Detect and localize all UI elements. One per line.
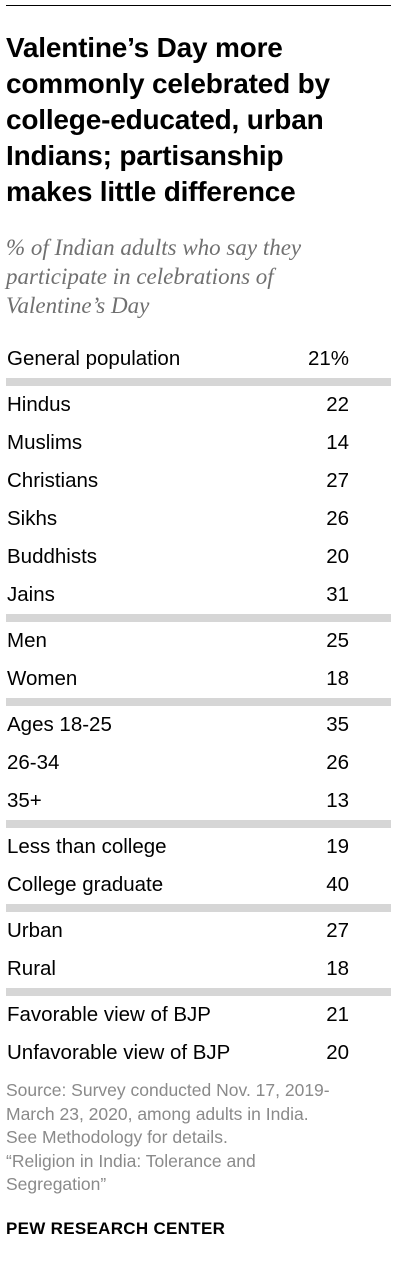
row-group: Men 25 Women 18 (6, 622, 391, 698)
table-row: General population 21% (6, 340, 391, 378)
row-label: 35+ (7, 789, 42, 812)
row-value: 19 (326, 835, 349, 858)
chart-title: Valentine’s Day more commonly celebrated… (6, 32, 330, 207)
table-row: Jains 31 (6, 576, 391, 614)
table-row: Buddhists 20 (6, 538, 391, 576)
row-label: Unfavorable view of BJP (7, 1041, 231, 1064)
row-group: Ages 18-25 35 26-34 26 35+ 13 (6, 706, 391, 820)
row-label: Christians (7, 469, 99, 492)
table-row: Sikhs 26 (6, 500, 391, 538)
brand-logo-text: PEW RESEARCH CENTER (6, 1219, 226, 1238)
table-row: Hindus 22 (6, 386, 391, 424)
table-row: 35+ 13 (6, 782, 391, 820)
chart-subtitle: % of Indian adults who say they particip… (6, 235, 302, 318)
group-separator (6, 904, 391, 912)
row-group: Urban 27 Rural 18 (6, 912, 391, 988)
table-row: Ages 18-25 35 (6, 706, 391, 744)
row-label: Jains (7, 583, 55, 606)
row-value: 26 (326, 507, 349, 530)
table-row: Men 25 (6, 622, 391, 660)
row-label: Muslims (7, 431, 83, 454)
table-row: Less than college 19 (6, 828, 391, 866)
row-value: 20 (326, 1041, 349, 1064)
row-group: Hindus 22 Muslims 14 Christians 27 Sikhs 26 Budd… (6, 386, 391, 614)
group-separator (6, 820, 391, 828)
row-value: 14 (326, 431, 349, 454)
row-group: Favorable view of BJP 21 Unfavorable view … (6, 996, 391, 1072)
table-row: Muslims 14 (6, 424, 391, 462)
row-label: Less than college (7, 835, 167, 858)
row-group: General population 21% (6, 340, 391, 378)
row-label: Favorable view of BJP (7, 1003, 211, 1026)
row-label: Hindus (7, 393, 71, 416)
row-value: 21 (326, 1003, 349, 1026)
row-value: 21% (307, 347, 349, 370)
table-row: Rural 18 (6, 950, 391, 988)
group-separator (6, 614, 391, 622)
source-note: Source: Survey conducted Nov. 17, 2019- … (6, 1080, 330, 1194)
row-group: Less than college 19 College graduate 40 (6, 828, 391, 904)
row-value: 18 (326, 667, 349, 690)
table-row: Urban 27 (6, 912, 391, 950)
top-rule (6, 5, 391, 6)
row-label: General population (7, 347, 181, 370)
table-row: Women 18 (6, 660, 391, 698)
table-row: Favorable view of BJP 21 (6, 996, 391, 1034)
row-value: 22 (326, 393, 349, 416)
row-value: 25 (326, 629, 349, 652)
table-row: 26-34 26 (6, 744, 391, 782)
row-label: 26-34 (7, 751, 60, 774)
group-separator (6, 378, 391, 386)
row-value: 27 (326, 919, 349, 942)
row-label: Sikhs (7, 507, 58, 530)
row-label: Buddhists (7, 545, 98, 568)
table-row: Christians 27 (6, 462, 391, 500)
row-label: Women (7, 667, 78, 690)
data-table: General population 21% Hindus 22 Muslims 14 Ch… (6, 340, 391, 1072)
table-row: Unfavorable view of BJP 20 (6, 1034, 391, 1072)
row-value: 20 (326, 545, 349, 568)
row-label: Urban (7, 919, 63, 942)
row-value: 26 (326, 751, 349, 774)
row-value: 13 (326, 789, 349, 812)
row-value: 18 (326, 957, 349, 980)
row-value: 27 (326, 469, 349, 492)
row-value: 35 (326, 713, 349, 736)
group-separator (6, 988, 391, 996)
row-value: 40 (326, 873, 349, 896)
row-label: Ages 18-25 (7, 713, 112, 736)
table-row: College graduate 40 (6, 866, 391, 904)
row-label: Men (7, 629, 47, 652)
row-label: Rural (7, 957, 56, 980)
row-label: College graduate (7, 873, 164, 896)
group-separator (6, 698, 391, 706)
row-value: 31 (326, 583, 349, 606)
